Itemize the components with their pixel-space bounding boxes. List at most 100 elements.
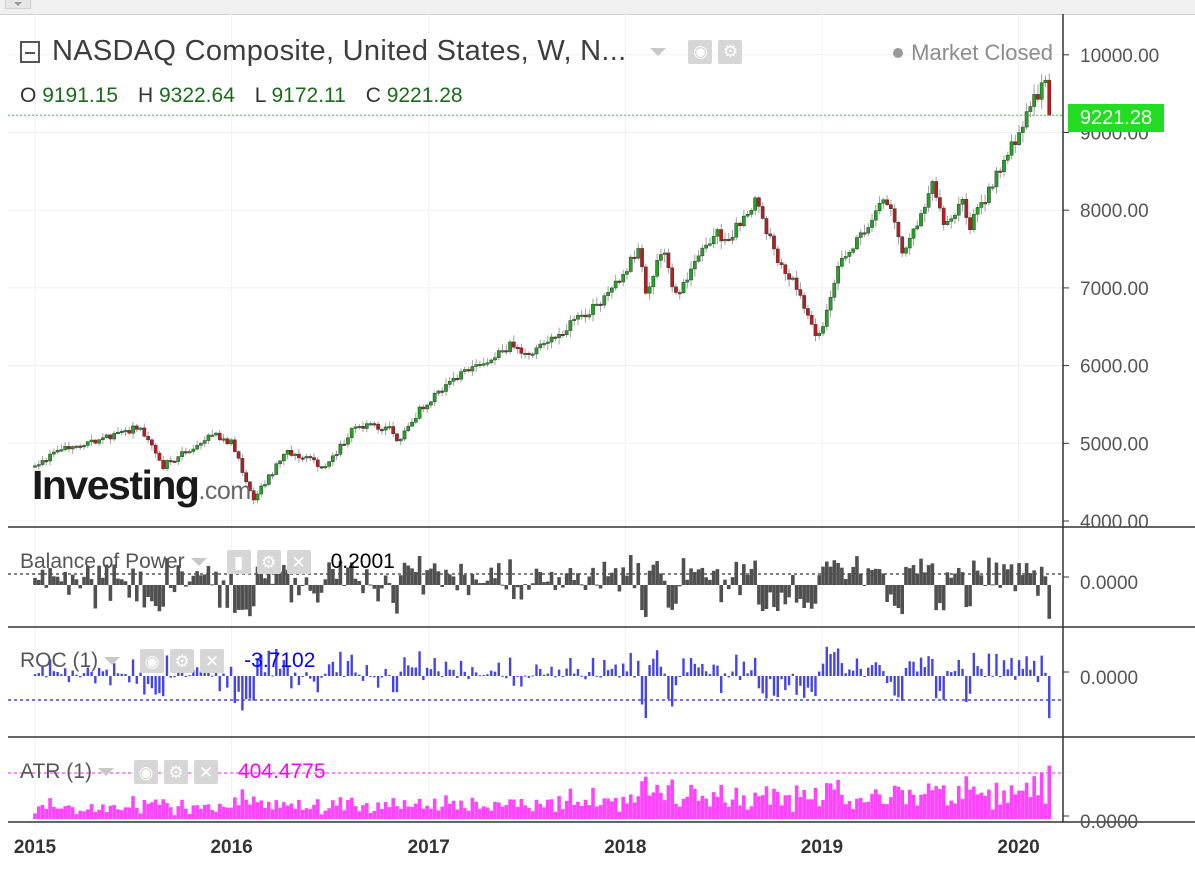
candle xyxy=(278,460,282,465)
chart-type-icon[interactable]: ◉ xyxy=(133,760,158,784)
candle xyxy=(82,445,86,448)
atr-bar xyxy=(753,792,757,819)
atr-bar xyxy=(229,807,233,819)
roc-bar xyxy=(52,671,56,676)
collapse-icon[interactable] xyxy=(20,40,40,63)
roc-bar xyxy=(271,675,274,677)
candle xyxy=(391,426,396,435)
gear-icon[interactable]: ⚙ xyxy=(256,550,281,574)
close-icon[interactable]: ✕ xyxy=(193,760,218,784)
candle xyxy=(840,257,844,267)
atr-bar xyxy=(40,804,45,819)
chart-type-icon[interactable]: ▮ xyxy=(226,550,251,574)
roc-bar xyxy=(474,672,478,676)
roc-bar xyxy=(738,676,742,680)
gear-icon[interactable]: ⚙ xyxy=(163,760,188,784)
bop-bar xyxy=(478,583,482,585)
atr-bar xyxy=(478,808,482,819)
atr-name[interactable]: ATR (1) xyxy=(20,760,92,783)
roc-bar xyxy=(128,676,131,683)
candle xyxy=(764,218,769,235)
roc-bar xyxy=(211,675,214,677)
chevron-down-icon[interactable] xyxy=(190,558,207,566)
roc-bar xyxy=(761,676,764,694)
roc-bar xyxy=(825,646,828,676)
chevron-down-icon[interactable] xyxy=(650,47,667,56)
roc-bar xyxy=(885,676,889,684)
gear-icon[interactable]: ⚙ xyxy=(170,649,195,673)
atr-bar xyxy=(214,811,218,819)
roc-bar xyxy=(916,671,919,676)
roc-bar xyxy=(260,654,263,676)
bop-bar xyxy=(975,570,980,585)
candle xyxy=(447,381,452,385)
bop-bar xyxy=(361,585,365,594)
close-icon[interactable]: ✕ xyxy=(200,649,225,673)
bop-bar xyxy=(715,569,720,585)
bop-bar xyxy=(414,572,418,585)
atr-bar xyxy=(259,800,264,819)
roc-bar xyxy=(297,676,301,686)
roc-bar xyxy=(757,676,761,689)
atr-bar xyxy=(240,789,245,819)
atr-bar xyxy=(436,810,441,819)
roc-bar xyxy=(241,676,244,711)
price-tick-label: 8000.00 xyxy=(1080,201,1149,222)
candle xyxy=(357,426,362,429)
roc-bar xyxy=(878,664,881,676)
roc-bar xyxy=(874,662,878,676)
eye-icon[interactable]: ◉ xyxy=(688,39,713,64)
atr-bar xyxy=(1036,795,1040,819)
chevron-down-icon[interactable] xyxy=(104,657,121,665)
roc-bar xyxy=(1044,672,1047,676)
bop-bar xyxy=(874,568,878,585)
candle xyxy=(979,202,984,208)
atr-bar xyxy=(538,803,543,819)
candle xyxy=(323,466,328,469)
bop-bar xyxy=(998,585,1003,588)
bop-bar xyxy=(640,585,644,611)
bop-bar xyxy=(214,571,218,585)
atr-bar xyxy=(704,798,708,819)
bop-bar xyxy=(406,565,411,585)
atr-bar xyxy=(187,813,192,819)
collapse-toolbar-icon[interactable] xyxy=(5,0,31,9)
gear-icon[interactable]: ⚙ xyxy=(718,39,743,64)
atr-bar xyxy=(723,802,727,819)
chart-type-icon[interactable]: ◉ xyxy=(140,649,165,673)
chevron-down-icon[interactable] xyxy=(97,768,114,776)
bop-bar xyxy=(496,563,501,585)
roc-bar xyxy=(508,657,512,676)
bop-bar xyxy=(334,578,339,585)
roc-bar xyxy=(391,676,395,693)
bop-bar xyxy=(146,585,150,598)
bop-bar xyxy=(651,564,656,585)
close-icon[interactable]: ✕ xyxy=(286,550,311,574)
ohlc-high: 9322.64 xyxy=(158,84,235,107)
bop-bar xyxy=(696,569,701,585)
atr-bar xyxy=(108,805,113,819)
roc-name[interactable]: ROC (1) xyxy=(20,649,99,672)
atr-bar xyxy=(553,811,558,819)
candle xyxy=(564,330,569,335)
bop-bar xyxy=(949,577,954,585)
atr-bar xyxy=(199,808,203,819)
atr-bar xyxy=(877,794,882,819)
atr-bar xyxy=(508,799,512,819)
bop-name[interactable]: Balance of Power xyxy=(20,550,185,573)
bop-bar xyxy=(538,572,543,585)
bop-bar xyxy=(655,561,659,585)
candle xyxy=(557,333,561,338)
roc-bar xyxy=(897,676,900,698)
roc-bar xyxy=(293,672,297,676)
roc-bar xyxy=(644,676,648,719)
bop-bar xyxy=(824,561,829,585)
roc-bar xyxy=(919,657,923,676)
atr-bar xyxy=(858,797,863,819)
atr-bar xyxy=(195,805,199,819)
bop-bar xyxy=(594,584,599,586)
bop-bar xyxy=(93,585,98,609)
time-tick-label: 2018 xyxy=(604,837,646,858)
roc-bar xyxy=(158,676,161,694)
